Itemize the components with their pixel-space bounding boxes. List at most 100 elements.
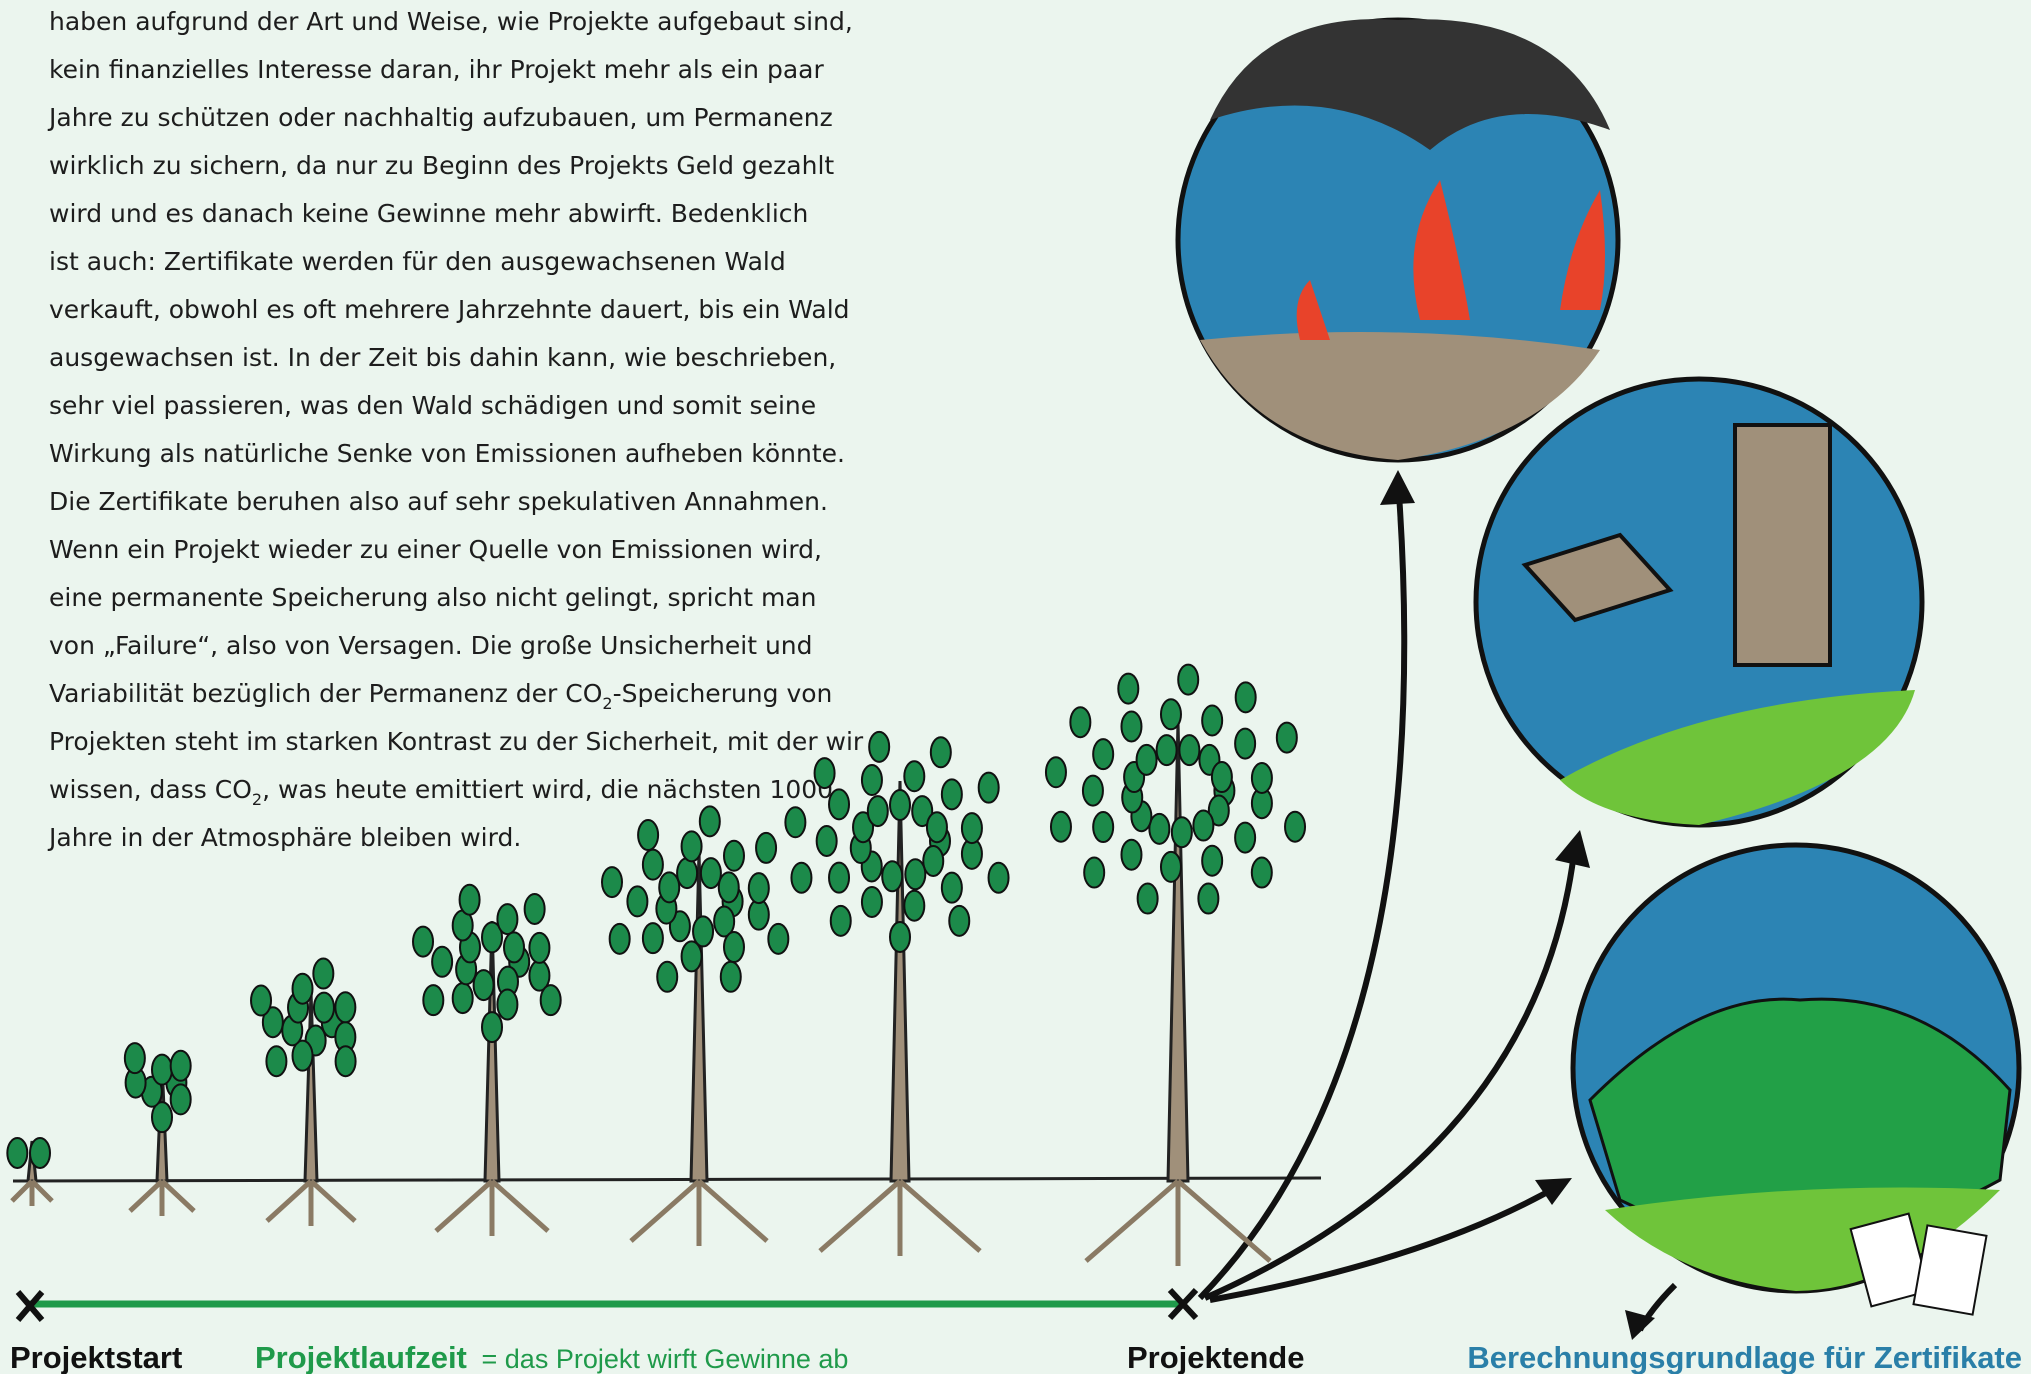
smoke <box>1210 19 1610 151</box>
leaf <box>312 957 335 990</box>
leaf <box>637 819 660 852</box>
leaf <box>1155 734 1178 767</box>
leaf <box>722 931 745 964</box>
leaf <box>496 988 519 1021</box>
leaf <box>29 1137 51 1169</box>
leaf <box>601 866 624 899</box>
label-start: Projektstart <box>10 1340 182 1374</box>
leaf <box>987 861 1010 894</box>
text-line: Wirkung als natürliche Senke von Emissio… <box>49 439 845 468</box>
arrow <box>1209 1182 1562 1303</box>
leaf <box>1201 844 1224 877</box>
leaf <box>1148 812 1171 845</box>
leaf <box>626 885 649 918</box>
shelf <box>1733 423 1832 667</box>
leaf <box>1234 727 1257 760</box>
leaf <box>151 1101 173 1134</box>
leaf <box>1275 721 1298 754</box>
leaf <box>250 984 273 1017</box>
flames <box>1296 180 1605 340</box>
text-segment: wissen, dass CO <box>49 775 252 804</box>
text-line: Jahre in der Atmosphäre bleiben wird. <box>47 823 521 852</box>
text-line: Die Zertifikate beruhen also auf sehr sp… <box>49 487 828 516</box>
roots <box>629 1179 769 1246</box>
leaf <box>523 892 546 925</box>
roots <box>10 1179 54 1206</box>
arrowheads <box>1380 470 1655 1340</box>
arrow <box>1197 479 1408 1301</box>
leaf <box>641 848 664 881</box>
text-line: eine permanente Speicherung also nicht g… <box>49 583 816 612</box>
text-line: wirklich zu sichern, da nur zu Beginn de… <box>49 151 834 180</box>
tree <box>784 730 1010 1256</box>
text-line: wird und es danach keine Gewinne mehr ab… <box>49 199 808 228</box>
text-line: Jahre zu schützen oder nachhaltig aufzub… <box>47 103 833 132</box>
leaf <box>1178 734 1201 767</box>
leaf <box>1069 706 1092 739</box>
text-line: wissen, dass CO2, was heute emittiert wi… <box>49 775 833 809</box>
text-segment: Variabilität bezüglich der Permanenz der… <box>49 679 602 708</box>
leaf <box>860 885 883 918</box>
leaf <box>813 757 836 790</box>
leaf <box>925 811 948 844</box>
leaf <box>881 860 904 893</box>
leaf <box>680 830 703 863</box>
leaf <box>692 915 715 948</box>
tree <box>6 1137 54 1206</box>
leaf <box>312 991 335 1024</box>
text-line: ist auch: Zertifikate werden für den aus… <box>49 247 786 276</box>
end-mark <box>1167 1287 1199 1321</box>
burnt-ground <box>1200 332 1600 460</box>
leaf <box>828 861 851 894</box>
leaf <box>1210 761 1233 794</box>
leaf <box>929 736 952 769</box>
ground-line <box>12 1176 1322 1183</box>
leaf <box>1201 704 1224 737</box>
leaf <box>747 872 770 905</box>
leaf <box>261 1006 284 1039</box>
leaf <box>1170 816 1193 849</box>
leaf <box>767 922 790 955</box>
leaf <box>169 1049 192 1082</box>
meadow <box>1560 690 1915 825</box>
arrowhead <box>1535 1178 1572 1205</box>
arrow <box>1203 844 1578 1301</box>
leaf <box>722 839 745 872</box>
leaf <box>608 922 631 955</box>
arrowhead <box>1555 830 1590 868</box>
leaf <box>412 925 435 958</box>
leaf <box>747 898 770 931</box>
leaf <box>1135 743 1158 776</box>
paragraph: haben aufgrund der Art und Weise, wie Pr… <box>47 7 864 852</box>
leaf <box>922 845 945 878</box>
arrows <box>1197 479 1678 1332</box>
forest-scene <box>1570 842 2022 1316</box>
leaf <box>889 921 911 953</box>
leaf <box>1044 756 1067 789</box>
leaf <box>755 831 778 864</box>
leaf <box>291 1039 314 1072</box>
leaf <box>539 984 562 1017</box>
leaf <box>1234 681 1257 714</box>
fire-scene <box>1175 17 1621 463</box>
leaf <box>1250 761 1273 794</box>
leaf <box>977 771 1000 804</box>
leaf <box>528 931 551 964</box>
leaf <box>676 857 699 890</box>
leaf <box>940 871 963 904</box>
leaf <box>889 789 911 821</box>
leaf <box>6 1137 29 1169</box>
leaf <box>940 778 963 811</box>
leaf <box>1092 811 1115 844</box>
leaf <box>472 969 495 1002</box>
roots <box>265 1179 357 1226</box>
leaf <box>1081 774 1104 807</box>
text-line: kein finanzielles Interesse daran, ihr P… <box>49 55 824 84</box>
text-line: sehr viel passieren, was den Wald schädi… <box>49 391 816 420</box>
leaf <box>904 858 927 891</box>
leaf <box>658 871 681 904</box>
certificate <box>1912 1224 1988 1316</box>
tree <box>123 1042 196 1216</box>
subscript: 2 <box>602 694 612 713</box>
